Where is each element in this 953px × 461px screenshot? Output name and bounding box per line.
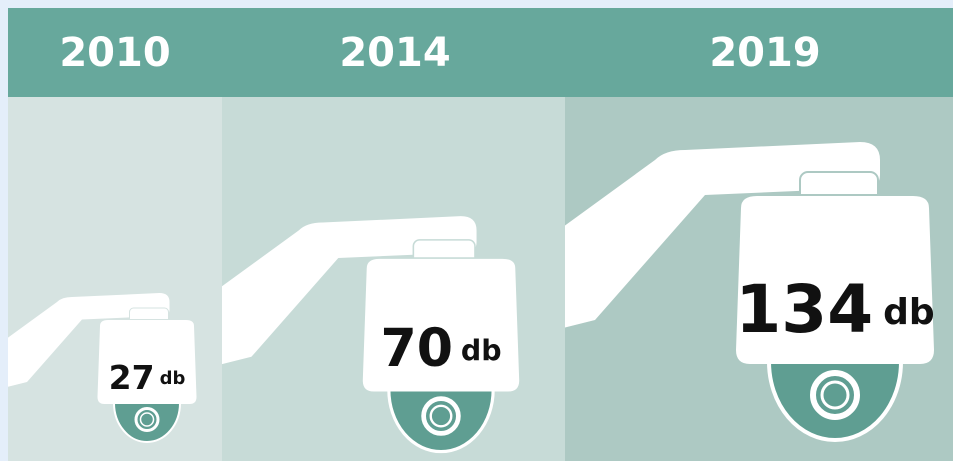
page: 201027db201470db2019134db (() => { const…: [0, 0, 953, 461]
dome-lens: [431, 406, 452, 427]
decibel-value: 27: [109, 358, 155, 397]
decibel-value: 134: [735, 271, 873, 348]
decibel-value: 70: [380, 319, 453, 379]
decibel-unit: db: [883, 292, 935, 333]
decibel-unit: db: [160, 368, 186, 389]
dome-lens: [822, 382, 848, 408]
infographic: 201027db201470db2019134db: [0, 0, 953, 461]
year-label: 2019: [709, 30, 820, 76]
year-label: 2010: [59, 30, 170, 76]
dome-lens: [141, 413, 154, 426]
year-label: 2014: [339, 30, 450, 76]
decibel-unit: db: [461, 334, 502, 367]
